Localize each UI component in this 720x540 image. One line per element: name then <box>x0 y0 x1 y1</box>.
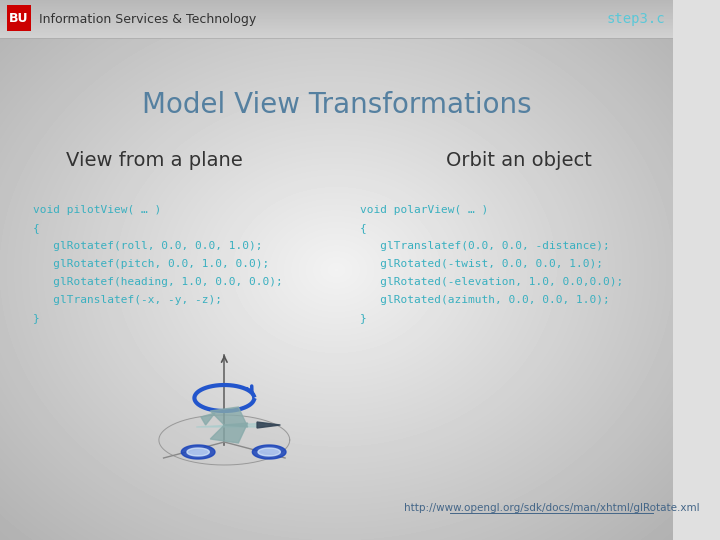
Polygon shape <box>210 407 248 427</box>
Text: glRotatef(roll, 0.0, 0.0, 1.0);: glRotatef(roll, 0.0, 0.0, 1.0); <box>32 241 262 251</box>
Text: }: } <box>360 313 366 323</box>
Text: glRotated(azimuth, 0.0, 0.0, 1.0);: glRotated(azimuth, 0.0, 0.0, 1.0); <box>360 295 610 305</box>
Text: glRotatef(heading, 1.0, 0.0, 0.0);: glRotatef(heading, 1.0, 0.0, 0.0); <box>32 277 282 287</box>
Polygon shape <box>258 448 280 456</box>
Text: void polarView( … ): void polarView( … ) <box>360 205 488 215</box>
Bar <box>6 5 31 31</box>
Polygon shape <box>181 445 215 459</box>
Polygon shape <box>257 422 280 428</box>
Text: Model View Transformations: Model View Transformations <box>142 91 531 119</box>
Text: {: { <box>32 223 40 233</box>
Text: Information Services & Technology: Information Services & Technology <box>40 12 256 25</box>
Text: BU: BU <box>9 11 29 24</box>
Polygon shape <box>159 415 289 465</box>
Text: glTranslatef(0.0, 0.0, -distance);: glTranslatef(0.0, 0.0, -distance); <box>360 241 610 251</box>
Text: }: } <box>32 313 40 323</box>
Text: glRotatef(pitch, 0.0, 1.0, 0.0);: glRotatef(pitch, 0.0, 1.0, 0.0); <box>32 259 269 269</box>
Polygon shape <box>187 448 210 456</box>
Text: glRotated(-twist, 0.0, 0.0, 1.0);: glRotated(-twist, 0.0, 0.0, 1.0); <box>360 259 603 269</box>
Text: Orbit an object: Orbit an object <box>446 151 592 170</box>
Text: void pilotView( … ): void pilotView( … ) <box>32 205 161 215</box>
Text: View from a plane: View from a plane <box>66 151 243 170</box>
Polygon shape <box>252 445 286 459</box>
Text: http://www.opengl.org/sdk/docs/man/xhtml/glRotate.xml: http://www.opengl.org/sdk/docs/man/xhtml… <box>404 503 699 513</box>
Text: glTranslatef(-x, -y, -z);: glTranslatef(-x, -y, -z); <box>32 295 222 305</box>
Polygon shape <box>210 423 248 443</box>
Polygon shape <box>197 423 266 427</box>
Polygon shape <box>201 413 215 425</box>
Text: glRotated(-elevation, 1.0, 0.0,0.0);: glRotated(-elevation, 1.0, 0.0,0.0); <box>360 277 623 287</box>
Text: {: { <box>360 223 366 233</box>
Text: step3.c: step3.c <box>607 12 665 26</box>
